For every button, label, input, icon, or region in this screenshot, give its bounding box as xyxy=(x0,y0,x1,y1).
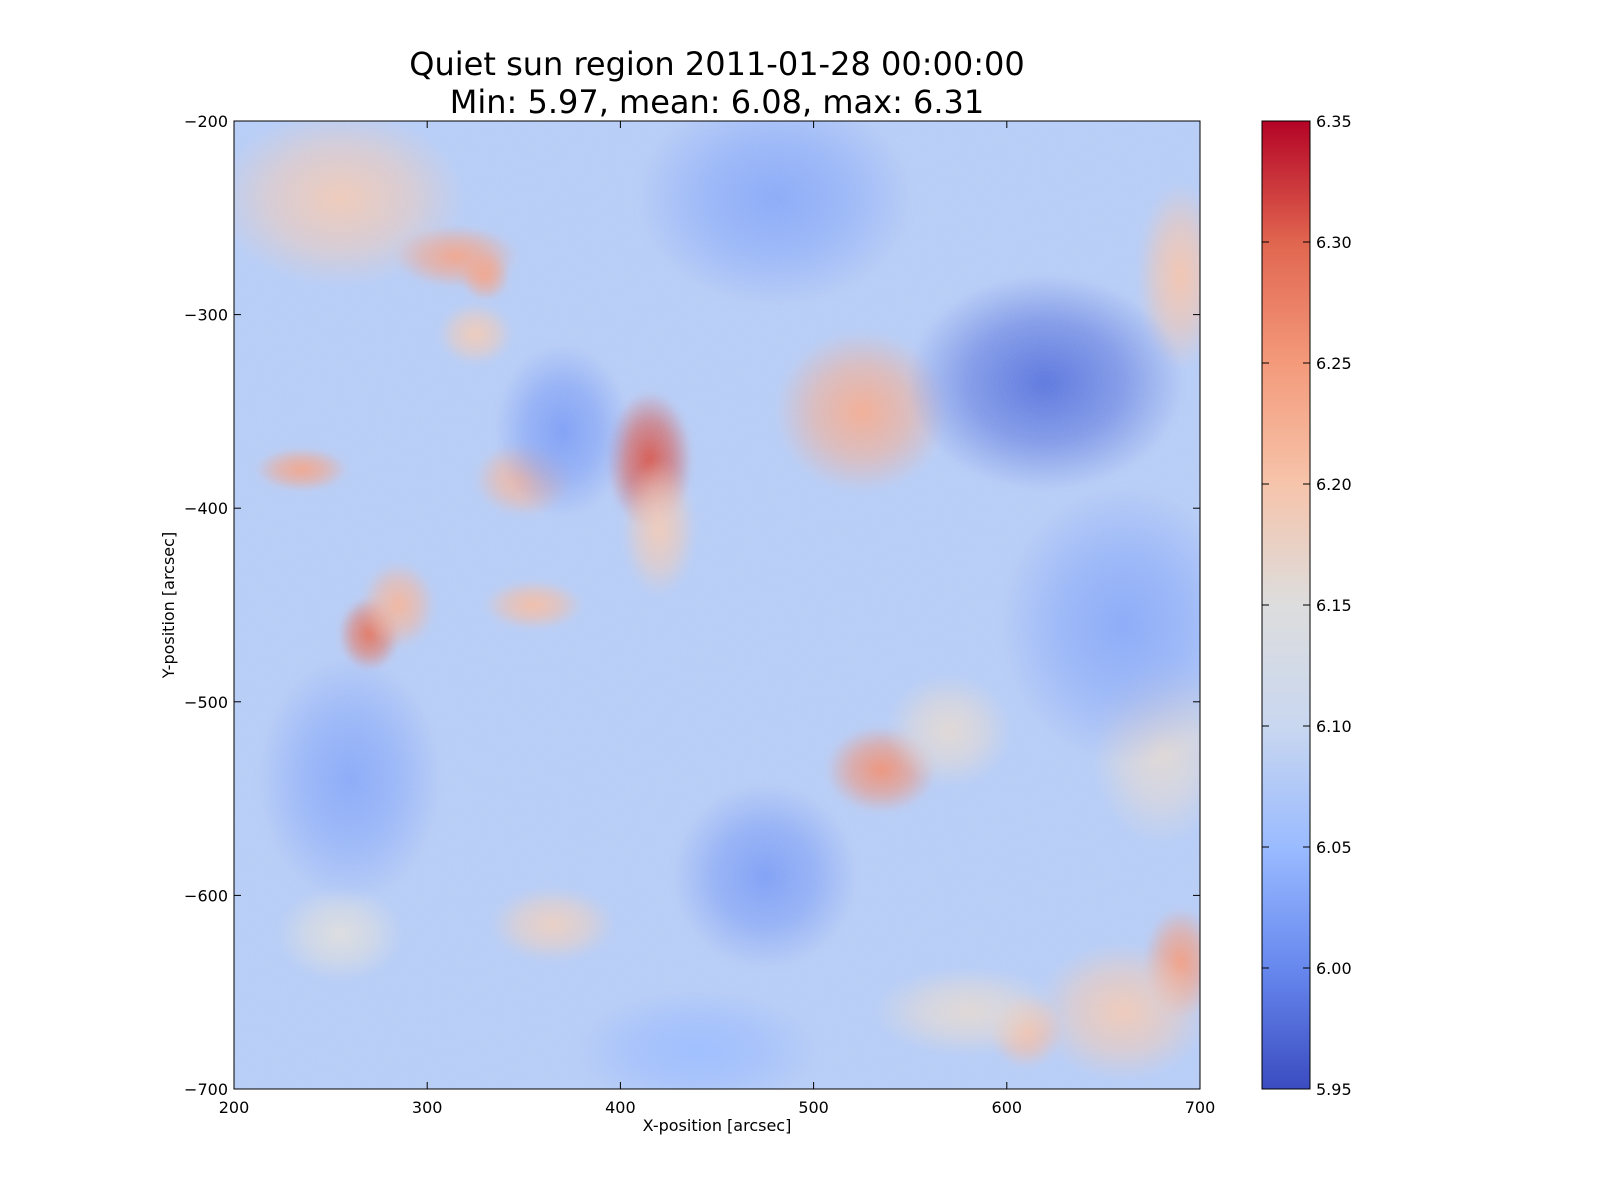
x-tick-label: 200 xyxy=(219,1098,250,1117)
y-axis: −200 −300 −400 −500 −600 −700 xyxy=(184,112,1200,1099)
x-tick-label: 700 xyxy=(1185,1098,1216,1117)
y-tick-label: −600 xyxy=(184,886,228,905)
colorbar-ticks: 5.95 6.00 6.05 6.10 6.15 6.20 6.25 6.30 6.35 xyxy=(1262,112,1352,1099)
plot-frame xyxy=(233,120,1201,1090)
y-tick-label: −300 xyxy=(184,306,228,325)
y-tick-label: −500 xyxy=(184,693,228,712)
colorbar-tick-label: 6.10 xyxy=(1316,717,1352,736)
x-tick-label: 300 xyxy=(412,1098,443,1117)
x-tick-label: 600 xyxy=(992,1098,1023,1117)
colorbar-tick-label: 6.20 xyxy=(1316,475,1352,494)
y-tick-label: −700 xyxy=(184,1080,228,1099)
colorbar-tick-label: 6.05 xyxy=(1316,838,1352,857)
y-tick-label: −400 xyxy=(184,499,228,518)
colorbar: 5.95 6.00 6.05 6.10 6.15 6.20 6.25 6.30 6.35 xyxy=(1261,112,1352,1099)
colorbar-tick-label: 6.35 xyxy=(1316,112,1352,131)
colorbar-tick-label: 6.25 xyxy=(1316,354,1352,373)
chart-title-line2: Min: 5.97, mean: 6.08, max: 6.31 xyxy=(450,83,985,121)
colorbar-tick-label: 5.95 xyxy=(1316,1080,1352,1099)
plot-area xyxy=(233,120,1201,1090)
x-tick-label: 400 xyxy=(605,1098,636,1117)
colorbar-tick-label: 6.15 xyxy=(1316,596,1352,615)
y-axis-label: Y-position [arcsec] xyxy=(159,532,178,679)
heatmap-noise xyxy=(234,121,1200,1089)
x-axis-label: X-position [arcsec] xyxy=(643,1116,792,1135)
colorbar-gradient xyxy=(1262,121,1310,1089)
x-tick-label: 500 xyxy=(798,1098,829,1117)
x-axis: 200 300 400 500 600 700 xyxy=(219,121,1216,1117)
colorbar-tick-label: 6.30 xyxy=(1316,233,1352,252)
chart-title-line1: Quiet sun region 2011-01-28 00:00:00 xyxy=(409,45,1024,83)
y-tick-label: −200 xyxy=(184,112,228,131)
colorbar-tick-label: 6.00 xyxy=(1316,959,1352,978)
